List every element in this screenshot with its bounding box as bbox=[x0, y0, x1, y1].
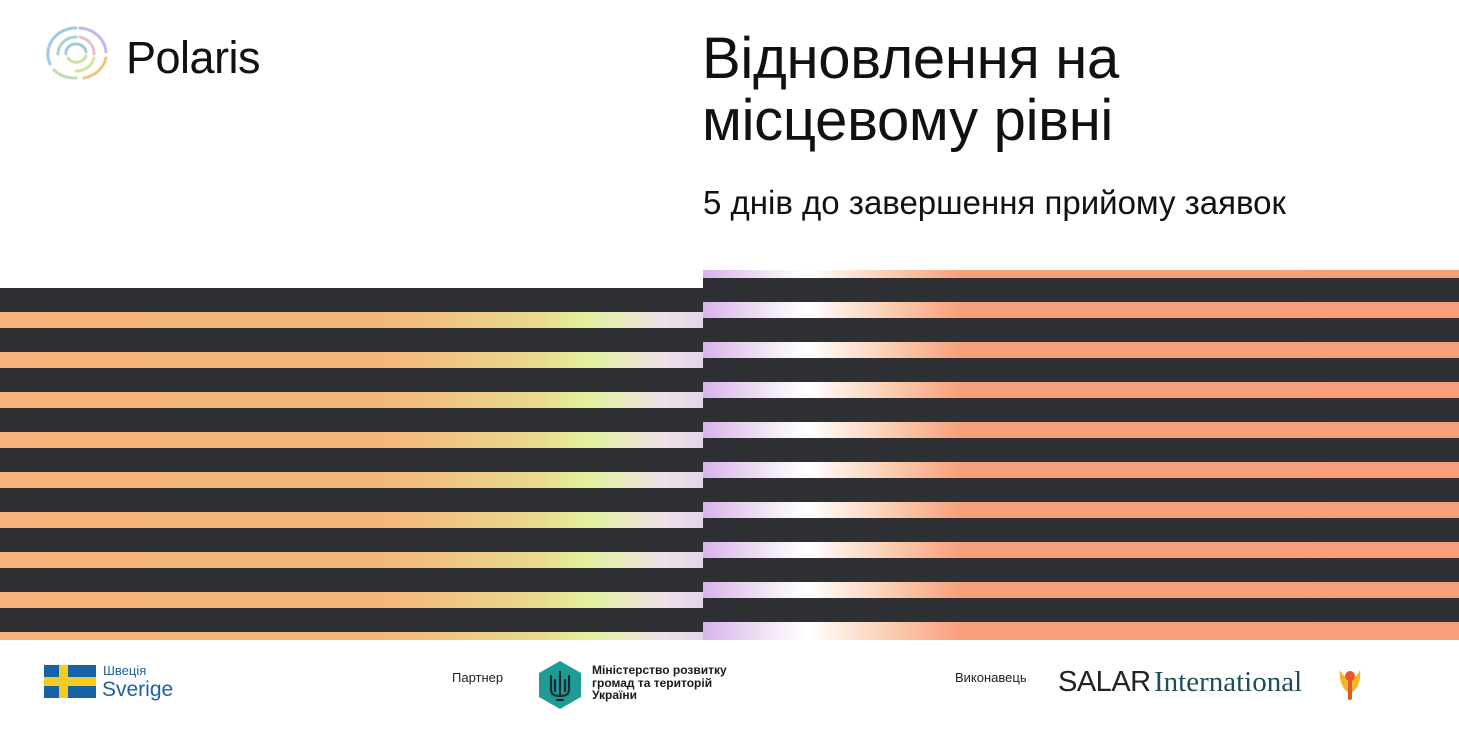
stripe-left bbox=[0, 448, 703, 472]
polaris-logo: Polaris bbox=[40, 24, 280, 84]
stripe-right bbox=[703, 478, 1459, 502]
stripe-left bbox=[0, 488, 703, 512]
title-line-1: Відновлення на bbox=[702, 26, 1119, 91]
executor-label: Виконавець bbox=[955, 670, 1027, 685]
stripe-right bbox=[703, 438, 1459, 462]
page-title: Відновлення на місцевому рівні bbox=[702, 28, 1402, 152]
stripe-right bbox=[703, 278, 1459, 302]
title-line-2: місцевому рівні bbox=[702, 88, 1114, 153]
stripe-artwork bbox=[0, 270, 1459, 640]
deadline-subtitle: 5 днів до завершення прийому заявок bbox=[703, 184, 1286, 221]
footer-partners: Швеція Sverige Партнер Міністерство розв… bbox=[0, 640, 1459, 730]
stripe-left bbox=[0, 608, 703, 632]
salar-figure-icon bbox=[1339, 670, 1361, 700]
sweden-label-ua: Швеція bbox=[103, 663, 147, 678]
trident-emblem-icon bbox=[539, 661, 581, 709]
stripe-left bbox=[0, 408, 703, 432]
sweden-flag-icon bbox=[44, 665, 96, 698]
ministry-line: України bbox=[592, 688, 638, 702]
ministry-line: Міністерство розвитку bbox=[592, 663, 727, 677]
stripe-left bbox=[0, 288, 703, 312]
stripe-left bbox=[0, 368, 703, 392]
stripe-right bbox=[703, 358, 1459, 382]
stripe-right bbox=[703, 398, 1459, 422]
stripe-right bbox=[703, 598, 1459, 622]
stripe-right bbox=[703, 558, 1459, 582]
polaris-rings-icon bbox=[46, 26, 108, 80]
stripe-left bbox=[0, 528, 703, 552]
stripe-right bbox=[703, 318, 1459, 342]
stripe-right bbox=[703, 518, 1459, 542]
international-wordmark: International bbox=[1154, 666, 1303, 698]
partner-label: Партнер bbox=[452, 670, 504, 685]
stripe-left bbox=[0, 328, 703, 352]
brand-name: Polaris bbox=[126, 32, 261, 83]
ministry-name: Міністерство розвитку громад та територі… bbox=[592, 664, 742, 702]
sweden-label-en: Sverige bbox=[102, 678, 174, 701]
stripe-left bbox=[0, 568, 703, 592]
ministry-line: громад та територій bbox=[592, 675, 713, 690]
salar-wordmark: SALAR bbox=[1058, 666, 1151, 698]
